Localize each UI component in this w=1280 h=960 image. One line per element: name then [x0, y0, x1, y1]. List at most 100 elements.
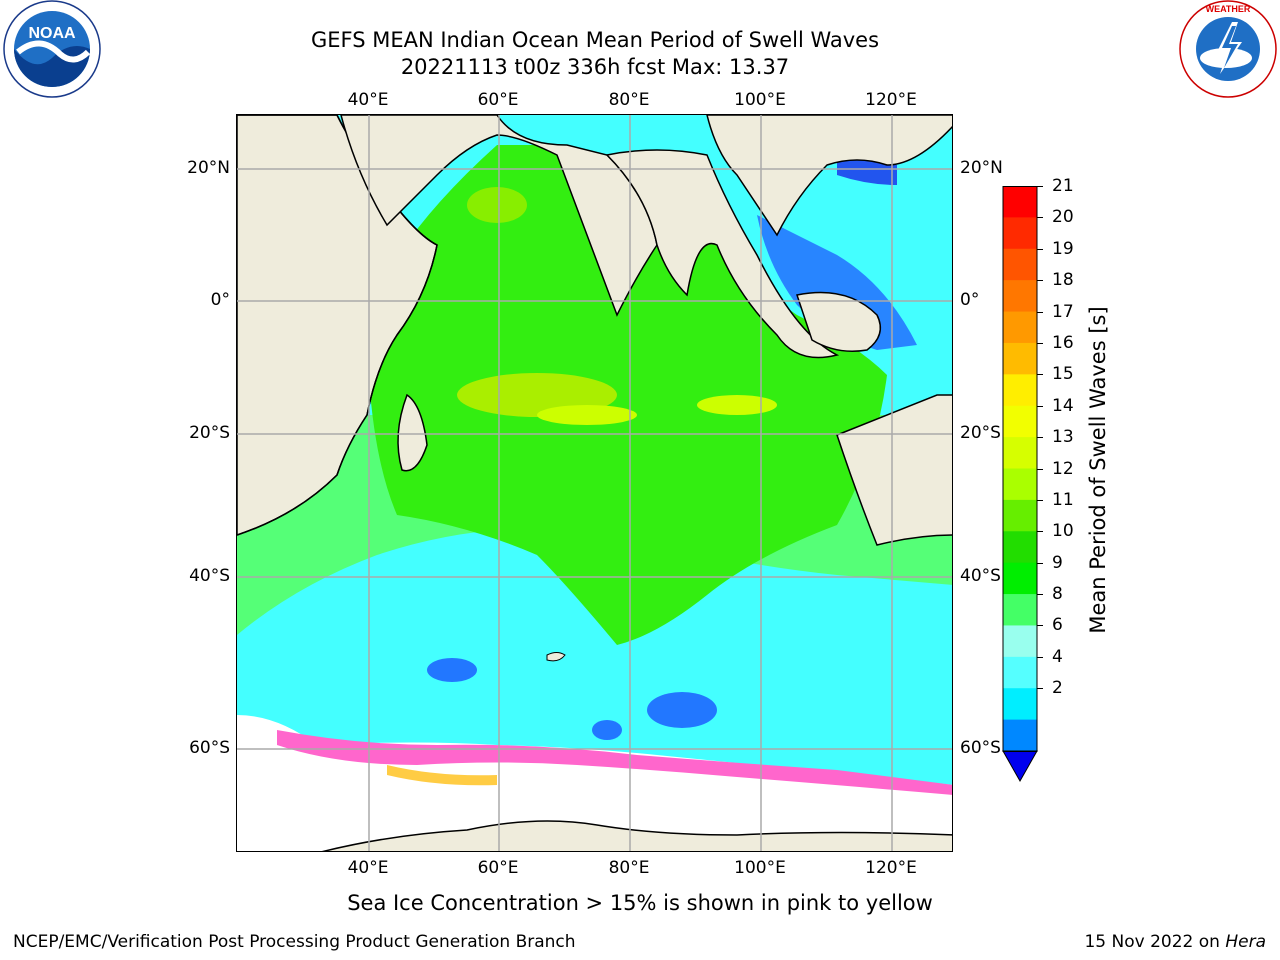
lon-label-bottom-60e: 60°E: [477, 858, 519, 878]
swell-patch-arabian: [467, 187, 527, 223]
colorbar-tick-mark: [1037, 217, 1043, 219]
colorbar-tick-label: 19: [1052, 238, 1074, 259]
colorbar-tick-mark: [1037, 374, 1043, 376]
colorbar-tick-mark: [1037, 656, 1043, 658]
colorbar-tick-mark: [1037, 531, 1043, 533]
colorbar-swatch: [1003, 562, 1037, 595]
footer-date: 15 Nov 2022 on: [1084, 932, 1220, 952]
colorbar-tick-mark: [1037, 280, 1043, 282]
colorbar-tick-label: 15: [1052, 364, 1074, 385]
colorbar-tick-label: 17: [1052, 301, 1074, 322]
lon-label-top-80e: 80°E: [608, 90, 650, 110]
colorbar-swatch: [1003, 625, 1037, 658]
colorbar-tick-label: 8: [1052, 584, 1063, 605]
colorbar-tick-mark: [1037, 186, 1043, 187]
colorbar-label: Mean Period of Swell Waves [s]: [1086, 306, 1110, 634]
colorbar-swatch: [1003, 499, 1037, 532]
lat-label-left-20s: 20°S: [189, 423, 230, 443]
colorbar-swatch: [1003, 531, 1037, 564]
svg-text:NOAA: NOAA: [28, 25, 76, 42]
nws-logo: WEATHER: [1176, 0, 1280, 100]
lat-label-right-40s: 40°S: [960, 566, 1001, 586]
colorbar-tick-label: 18: [1052, 270, 1074, 291]
lat-label-left-0: 0°: [210, 290, 230, 310]
colorbar-swatch: [1003, 342, 1037, 375]
lat-label-right-60s: 60°S: [960, 738, 1001, 758]
footer-left: NCEP/EMC/Verification Post Processing Pr…: [13, 932, 576, 952]
land-antarctica: [321, 820, 952, 851]
colorbar-tick-mark: [1037, 342, 1043, 344]
colorbar-tick-mark: [1037, 405, 1043, 407]
colorbar-tick-label: 6: [1052, 615, 1063, 636]
colorbar-svg: [1002, 186, 1038, 783]
colorbar-tick-label: 9: [1052, 552, 1063, 573]
colorbar-tick-label: 14: [1052, 395, 1074, 416]
colorbar-tick-mark: [1037, 625, 1043, 627]
colorbar-swatch: [1003, 656, 1037, 689]
lat-label-left-40s: 40°S: [189, 566, 230, 586]
lon-label-top-40e: 40°E: [347, 90, 389, 110]
colorbar-tick-label: 12: [1052, 458, 1074, 479]
colorbar-ticks: 21 20 19 18 17 16 15 14 13 12 11 10 9 8 6 4 2: [1037, 176, 1100, 786]
swell-patch-13s-east: [697, 395, 777, 415]
colorbar-tick-mark: [1037, 248, 1043, 250]
land-india: [605, 149, 840, 359]
colorbar-swatch: [1003, 594, 1037, 626]
swell-patch-4s-a: [427, 658, 477, 682]
colorbar-swatch: [1003, 719, 1037, 752]
swell-patch-13s: [537, 405, 637, 425]
colorbar-tick-mark: [1037, 688, 1043, 690]
colorbar-swatch: [1003, 405, 1037, 438]
land-australia: [836, 394, 952, 546]
colorbar-tick-mark: [1037, 311, 1043, 313]
land-southeast-asia: [706, 115, 952, 237]
lon-label-bottom-80e: 80°E: [608, 858, 650, 878]
svg-text:WEATHER: WEATHER: [1206, 4, 1251, 14]
lat-label-left-20n: 20°N: [187, 158, 230, 178]
swell-patch-4s-c: [592, 720, 622, 740]
colorbar-tick-label: 2: [1052, 678, 1063, 699]
footer-right: 15 Nov 2022 on Hera: [1084, 932, 1266, 952]
colorbar-tick-label: 4: [1052, 646, 1063, 667]
land-kerguelen: [546, 652, 566, 662]
footer-machine: Hera: [1225, 932, 1266, 952]
colorbar-tick-label: 16: [1052, 332, 1074, 353]
chart-title-line2: 20221113 t00z 336h fcst Max: 13.37: [400, 55, 790, 79]
colorbar-swatch: [1003, 437, 1037, 469]
lat-label-right-0: 0°: [960, 290, 980, 310]
colorbar-swatch: [1003, 186, 1037, 218]
colorbar-tick-mark: [1037, 499, 1043, 501]
lon-label-bottom-120e: 120°E: [865, 858, 917, 878]
colorbar-swatch: [1003, 374, 1037, 407]
sea-ice-yellow: [387, 765, 497, 786]
colorbar-tick-label: 21: [1052, 176, 1074, 196]
colorbar: [1000, 186, 1040, 786]
land-borneo: [796, 291, 882, 352]
colorbar-tick-label: 20: [1052, 207, 1074, 228]
lat-label-left-60s: 60°S: [189, 738, 230, 758]
noaa-logo: NOAA: [0, 0, 104, 100]
colorbar-swatch: [1003, 688, 1037, 721]
colorbar-tick-label: 10: [1052, 521, 1074, 542]
colorbar-tick-mark: [1037, 594, 1043, 596]
lon-label-top-100e: 100°E: [734, 90, 786, 110]
colorbar-swatch: [1003, 468, 1037, 501]
sea-ice-note: Sea Ice Concentration > 15% is shown in …: [347, 891, 933, 915]
swell-patch-4s-b: [647, 692, 717, 728]
lat-label-right-20n: 20°N: [960, 158, 1003, 178]
lon-label-top-120e: 120°E: [865, 90, 917, 110]
chart-title-line1: GEFS MEAN Indian Ocean Mean Period of Sw…: [310, 28, 880, 52]
lon-label-bottom-100e: 100°E: [734, 858, 786, 878]
colorbar-swatch: [1003, 248, 1037, 281]
colorbar-extend-arrow: [1002, 750, 1038, 783]
colorbar-swatch: [1003, 311, 1037, 344]
colorbar-swatch: [1003, 217, 1037, 250]
colorbar-tick-label: 13: [1052, 427, 1074, 448]
map-panel: [236, 114, 953, 852]
colorbar-tick-label: 11: [1052, 489, 1074, 510]
colorbar-tick-mark: [1037, 562, 1043, 564]
lon-label-bottom-40e: 40°E: [347, 858, 389, 878]
swell-band-11s: [367, 145, 887, 645]
gridlines: [237, 115, 952, 851]
lat-label-right-20s: 20°S: [960, 423, 1001, 443]
